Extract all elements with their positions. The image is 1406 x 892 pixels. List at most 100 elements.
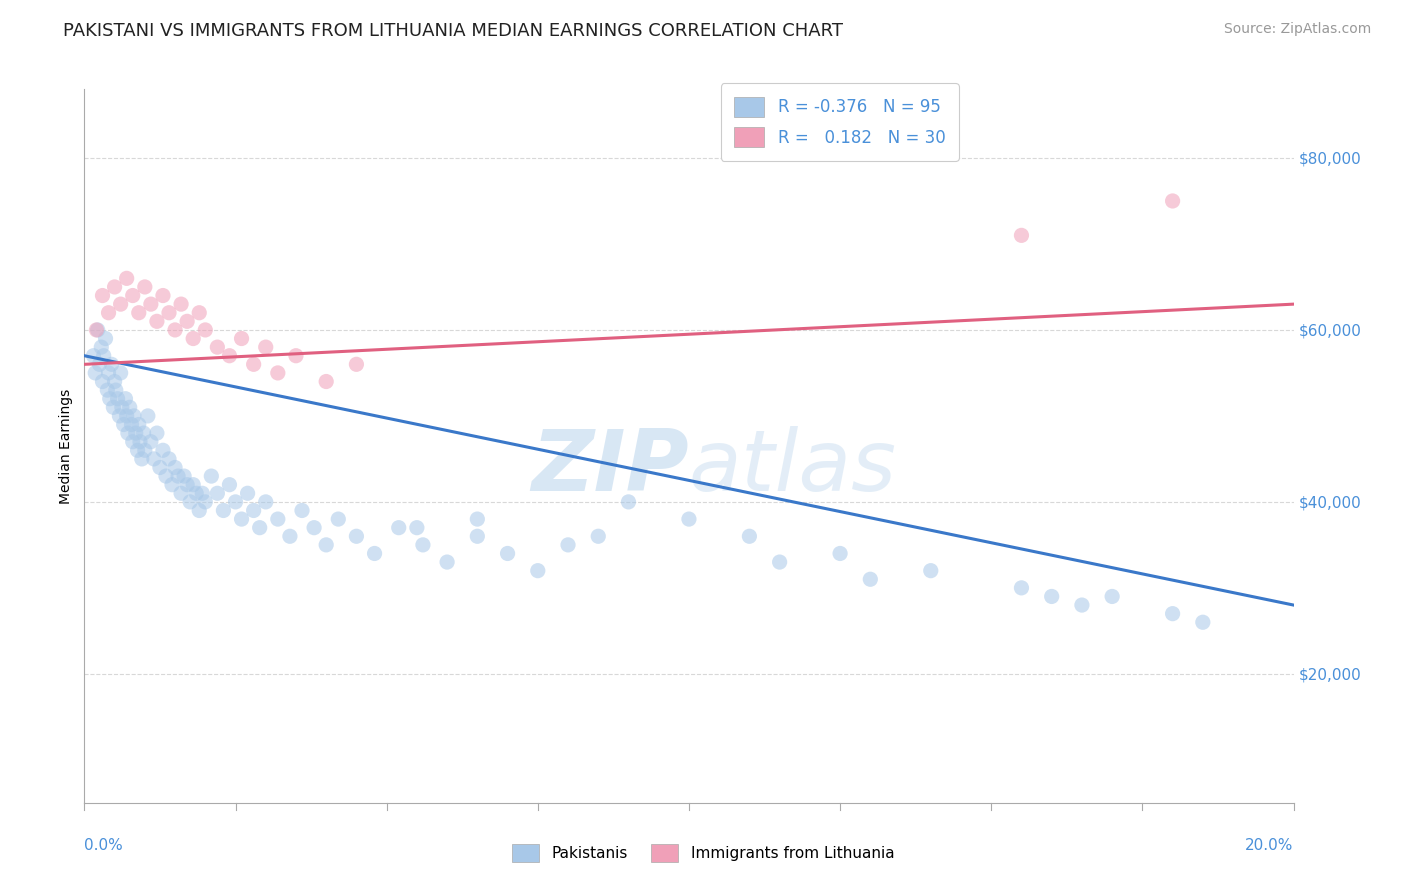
Point — [249, 521, 271, 535]
Point — [467, 529, 489, 543]
Point — [94, 332, 117, 346]
Point — [122, 409, 145, 423]
Point — [920, 564, 942, 578]
Point — [110, 297, 132, 311]
Point — [388, 521, 411, 535]
Point — [170, 297, 193, 311]
Point — [149, 460, 172, 475]
Point — [738, 529, 761, 543]
Point — [467, 512, 489, 526]
Point — [121, 417, 143, 432]
Point — [527, 564, 550, 578]
Text: PAKISTANI VS IMMIGRANTS FROM LITHUANIA MEDIAN EARNINGS CORRELATION CHART: PAKISTANI VS IMMIGRANTS FROM LITHUANIA M… — [63, 22, 844, 40]
Point — [173, 469, 195, 483]
Point — [617, 495, 640, 509]
Point — [132, 426, 155, 441]
Point — [155, 469, 177, 483]
Point — [557, 538, 579, 552]
Point — [125, 426, 148, 441]
Point — [188, 306, 211, 320]
Point — [86, 323, 108, 337]
Point — [134, 443, 156, 458]
Point — [218, 349, 240, 363]
Point — [200, 469, 222, 483]
Point — [188, 503, 211, 517]
Point — [160, 477, 183, 491]
Point — [104, 375, 127, 389]
Point — [231, 332, 253, 346]
Point — [152, 443, 174, 458]
Point — [363, 546, 385, 560]
Point — [112, 417, 135, 432]
Point — [157, 451, 180, 466]
Y-axis label: Median Earnings: Median Earnings — [59, 388, 73, 504]
Point — [115, 409, 138, 423]
Point — [191, 486, 214, 500]
Point — [212, 503, 235, 517]
Point — [254, 340, 277, 354]
Point — [859, 572, 882, 586]
Point — [139, 297, 162, 311]
Point — [111, 401, 134, 415]
Legend: R = -0.376   N = 95, R =   0.182   N = 30: R = -0.376 N = 95, R = 0.182 N = 30 — [721, 83, 959, 161]
Point — [346, 357, 368, 371]
Point — [97, 306, 120, 320]
Text: 0.0%: 0.0% — [84, 838, 124, 854]
Point — [104, 383, 127, 397]
Point — [242, 357, 264, 371]
Point — [291, 503, 314, 517]
Point — [496, 546, 519, 560]
Text: atlas: atlas — [689, 425, 897, 509]
Point — [302, 521, 325, 535]
Point — [108, 409, 131, 423]
Point — [136, 409, 159, 423]
Point — [167, 469, 190, 483]
Point — [118, 401, 141, 415]
Point — [117, 426, 139, 441]
Point — [131, 451, 153, 466]
Point — [231, 512, 253, 526]
Point — [1011, 581, 1033, 595]
Point — [225, 495, 247, 509]
Text: ZIP: ZIP — [531, 425, 689, 509]
Point — [1011, 228, 1033, 243]
Point — [207, 340, 229, 354]
Point — [1192, 615, 1215, 630]
Point — [181, 332, 204, 346]
Point — [176, 477, 198, 491]
Point — [91, 375, 114, 389]
Point — [97, 366, 120, 380]
Point — [346, 529, 368, 543]
Point — [236, 486, 259, 500]
Text: Source: ZipAtlas.com: Source: ZipAtlas.com — [1223, 22, 1371, 37]
Point — [315, 375, 337, 389]
Point — [114, 392, 136, 406]
Point — [134, 280, 156, 294]
Point — [129, 434, 152, 449]
Point — [194, 495, 217, 509]
Point — [436, 555, 458, 569]
Point — [146, 426, 169, 441]
Point — [1040, 590, 1063, 604]
Text: 20.0%: 20.0% — [1246, 838, 1294, 854]
Point — [176, 314, 198, 328]
Point — [1161, 194, 1184, 208]
Point — [139, 434, 162, 449]
Point — [103, 401, 125, 415]
Point — [769, 555, 792, 569]
Point — [86, 323, 108, 337]
Point — [91, 288, 114, 302]
Point — [128, 417, 150, 432]
Point — [165, 323, 187, 337]
Point — [678, 512, 700, 526]
Point — [170, 486, 193, 500]
Point — [84, 366, 107, 380]
Point — [152, 288, 174, 302]
Point — [127, 443, 149, 458]
Point — [328, 512, 350, 526]
Point — [179, 495, 201, 509]
Point — [165, 460, 187, 475]
Point — [146, 314, 169, 328]
Point — [82, 349, 104, 363]
Point — [104, 280, 127, 294]
